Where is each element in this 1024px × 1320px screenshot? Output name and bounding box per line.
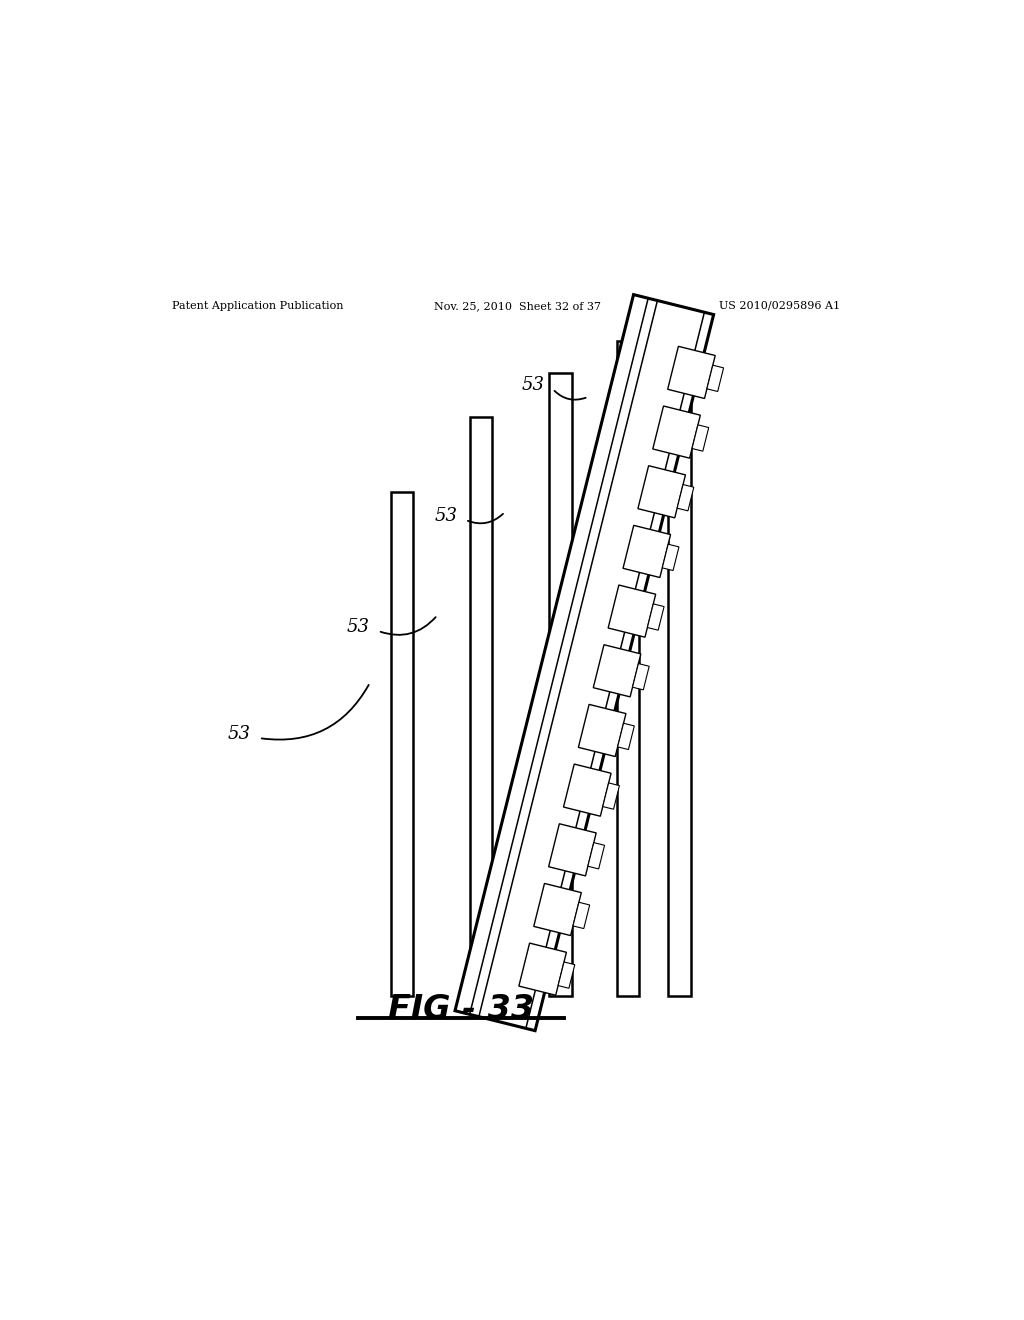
Polygon shape [549,824,596,876]
Text: FIG - 33: FIG - 33 [388,993,535,1026]
Polygon shape [652,407,700,458]
Text: 53: 53 [434,507,458,525]
Polygon shape [455,294,714,1031]
Polygon shape [558,962,574,989]
Polygon shape [588,842,604,869]
Text: 53: 53 [228,725,251,743]
Polygon shape [707,366,724,392]
Polygon shape [668,346,715,399]
Polygon shape [603,783,620,809]
Bar [616,342,639,997]
Polygon shape [663,544,679,570]
Text: Patent Application Publication: Patent Application Publication [172,301,343,310]
Text: 53: 53 [347,618,370,636]
Polygon shape [647,603,665,630]
Polygon shape [677,484,694,511]
Polygon shape [638,466,685,517]
Polygon shape [534,883,582,936]
Polygon shape [692,425,709,451]
Bar [550,374,571,997]
Polygon shape [623,525,671,578]
Polygon shape [579,705,626,756]
Polygon shape [617,723,634,750]
Polygon shape [593,644,641,697]
Polygon shape [608,585,655,638]
Polygon shape [519,942,566,995]
Polygon shape [563,764,611,816]
Text: Nov. 25, 2010  Sheet 32 of 37: Nov. 25, 2010 Sheet 32 of 37 [433,301,600,310]
Text: US 2010/0295896 A1: US 2010/0295896 A1 [719,301,841,310]
Polygon shape [573,903,590,928]
Bar [669,321,690,997]
Text: 53: 53 [521,376,545,393]
Bar [391,492,413,997]
Bar [470,417,493,997]
Polygon shape [633,664,649,690]
